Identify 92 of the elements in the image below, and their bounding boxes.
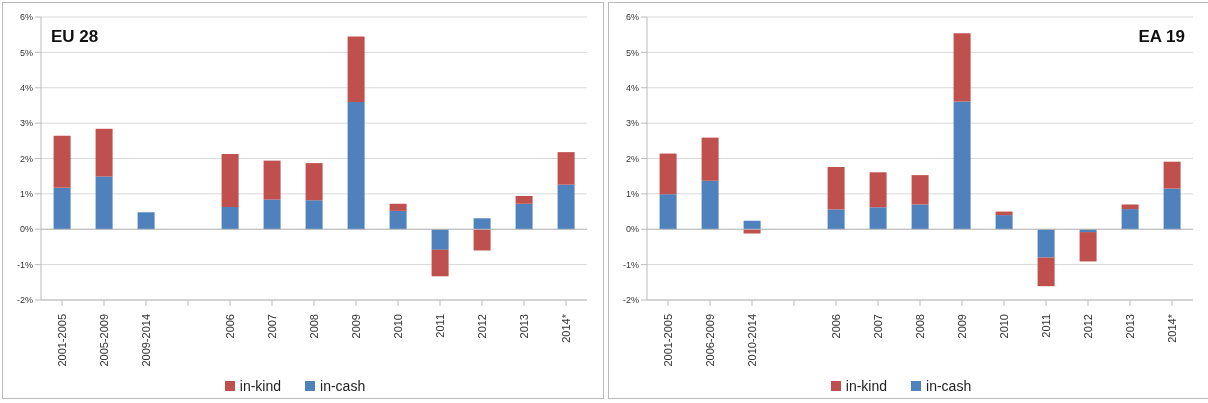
x-tick-label: 2008	[914, 314, 926, 339]
bar	[911, 204, 929, 230]
bar	[305, 163, 323, 201]
y-tick-label: -2%	[622, 295, 639, 306]
bar	[953, 101, 971, 230]
bar	[557, 152, 575, 185]
y-tick-label: 4%	[19, 82, 33, 93]
text: EA 19	[1138, 27, 1185, 47]
y-tick-label: 5%	[625, 47, 639, 58]
bar	[53, 135, 71, 188]
x-tick-label: 2010	[392, 314, 404, 339]
bar	[953, 33, 971, 102]
x-tick-label: 2006	[224, 314, 236, 339]
bar	[827, 209, 845, 230]
x-tick-label: 2009	[956, 314, 968, 339]
x-tick-label: 2013	[1124, 314, 1136, 339]
x-tick-label: 2007	[872, 314, 884, 339]
x-tick-label: 2001-2005	[662, 314, 674, 367]
y-tick-label: 2%	[19, 153, 33, 164]
y-tick-label: 3%	[19, 118, 33, 129]
legend-label: in-cash	[925, 378, 972, 394]
x-tick-label: 2010	[998, 314, 1010, 339]
bar	[1079, 232, 1097, 262]
text: EU 28	[51, 27, 99, 47]
x-tick-label: 2001-2005	[56, 314, 68, 367]
legend-label: in-cash	[319, 378, 366, 394]
x-tick-label: 2012	[1082, 314, 1094, 339]
bar	[701, 180, 719, 230]
bar	[347, 36, 365, 102]
x-tick-label: 2014*	[1166, 313, 1178, 343]
bar	[95, 176, 113, 230]
bar	[389, 203, 407, 211]
bar	[743, 220, 761, 230]
bar	[221, 153, 239, 207]
y-tick-label: 3%	[625, 118, 639, 129]
bar	[1163, 188, 1181, 230]
x-tick-label: 2011	[434, 314, 446, 338]
y-tick-label: 1%	[19, 189, 33, 200]
bar	[1037, 229, 1055, 258]
y-tick-label: 6%	[625, 12, 639, 23]
y-tick-label: 6%	[19, 12, 33, 23]
x-tick-label: 2006	[830, 314, 842, 339]
legend-label: in-kind	[238, 378, 282, 394]
bar	[1163, 161, 1181, 189]
x-tick-label: 2011	[1040, 314, 1052, 338]
x-tick-label: 2005-2009	[98, 314, 110, 367]
bar	[701, 137, 719, 181]
bar	[389, 210, 407, 230]
bar	[263, 199, 281, 230]
y-tick-label: -2%	[16, 295, 33, 306]
bar	[473, 218, 491, 230]
bar	[1121, 204, 1139, 210]
y-tick-label: 1%	[625, 189, 639, 200]
bar	[431, 229, 449, 250]
x-tick-label: 2009	[350, 314, 362, 339]
y-tick-label: 0%	[19, 224, 33, 235]
bar	[659, 153, 677, 195]
bar	[305, 200, 323, 230]
bar	[1121, 209, 1139, 230]
bar	[263, 160, 281, 200]
bar	[869, 207, 887, 230]
y-tick-label: 4%	[625, 82, 639, 93]
y-tick-label: 0%	[625, 224, 639, 235]
bar	[869, 172, 887, 208]
bar	[137, 212, 155, 230]
bar	[827, 166, 845, 210]
legend-label: in-kind	[844, 378, 888, 394]
x-tick-label: 2009-2014	[140, 314, 152, 367]
y-tick-label: 5%	[19, 47, 33, 58]
bar	[911, 175, 929, 205]
y-tick-label: -1%	[622, 259, 639, 270]
bar	[347, 101, 365, 230]
x-tick-label: 2013	[518, 314, 530, 339]
bar	[1037, 257, 1055, 287]
x-tick-label: 2006-2009	[704, 314, 716, 367]
bar	[53, 187, 71, 230]
bar	[515, 196, 533, 204]
y-tick-label: -1%	[16, 259, 33, 270]
bar	[557, 184, 575, 230]
x-tick-label: 2008	[308, 314, 320, 339]
bar	[995, 215, 1013, 230]
bar	[515, 203, 533, 230]
x-tick-label: 2007	[266, 314, 278, 339]
bar	[95, 128, 113, 177]
bar	[431, 249, 449, 277]
bar	[659, 194, 677, 230]
bar	[221, 206, 239, 230]
y-tick-label: 2%	[625, 153, 639, 164]
x-tick-label: 2010-2014	[746, 314, 758, 367]
bar	[473, 229, 491, 251]
x-tick-label: 2012	[476, 314, 488, 339]
x-tick-label: 2014*	[560, 313, 572, 343]
